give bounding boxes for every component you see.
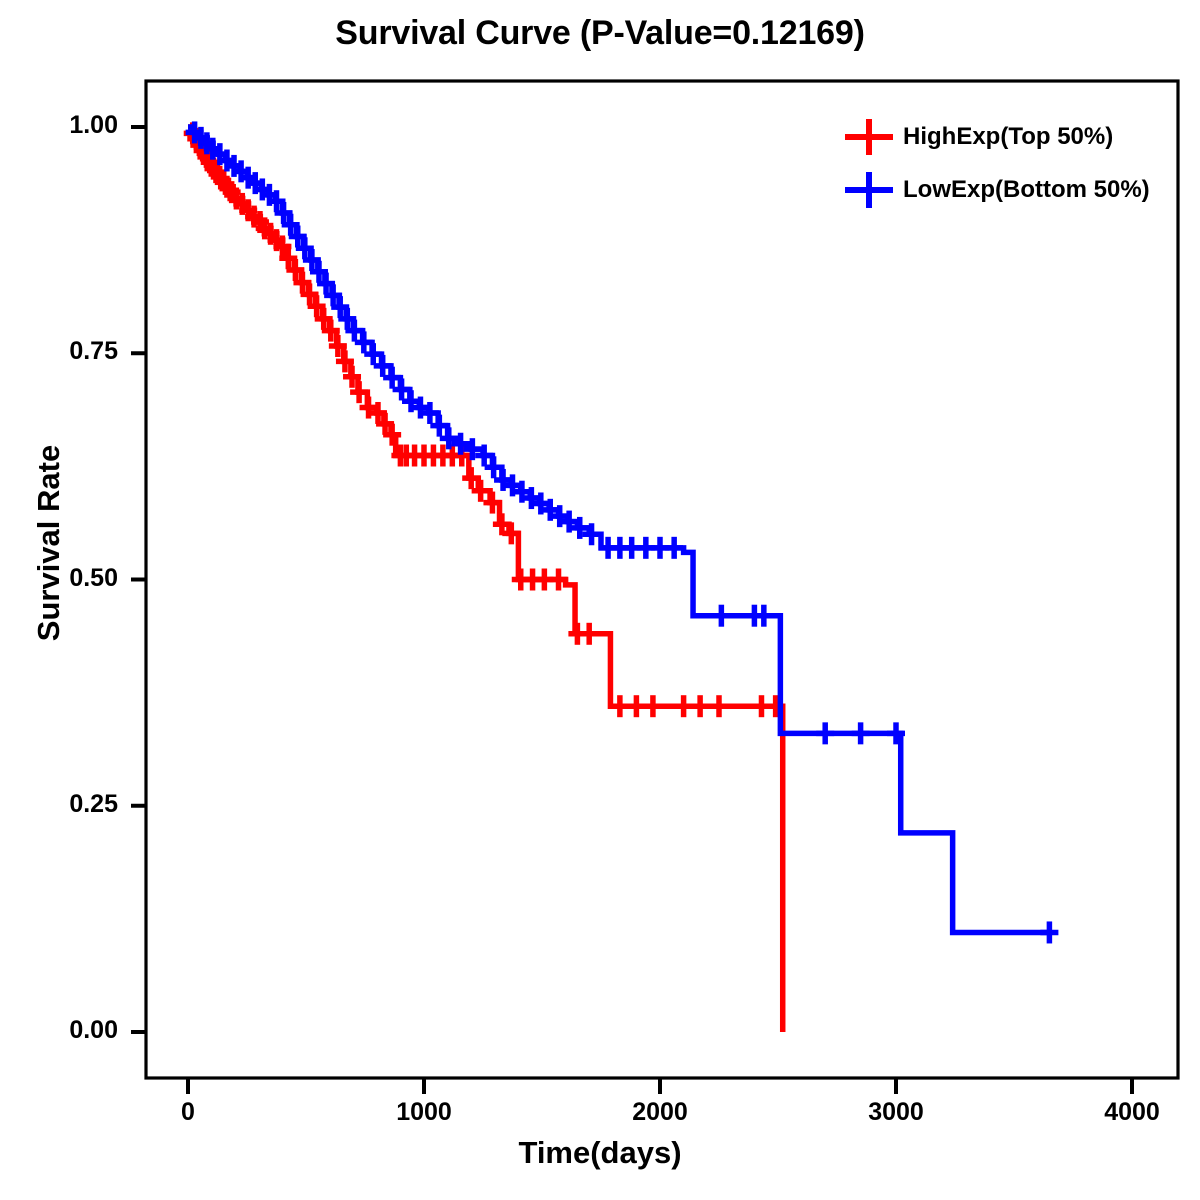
- x-tick-label: 4000: [1104, 1098, 1160, 1126]
- y-axis-ticks: [131, 125, 146, 1034]
- y-tick-label: 0.00: [69, 1016, 118, 1044]
- survival-step-line: [188, 124, 1050, 936]
- y-tick-label: 0.75: [69, 337, 118, 366]
- y-tick-label: 0.50: [69, 563, 118, 592]
- data-series-group: [183, 121, 1059, 1032]
- x-tick-label: 0: [181, 1098, 195, 1126]
- x-tick-label: 3000: [868, 1098, 924, 1126]
- plot-frame: [144, 79, 1180, 1080]
- x-axis-ticks: [186, 1078, 1134, 1094]
- x-axis-label: Time(days): [518, 1135, 682, 1170]
- x-tick-label: 1000: [396, 1098, 452, 1126]
- series-lowexp: [185, 121, 1059, 944]
- plot-border: [144, 79, 1180, 1080]
- x-tick-label: 2000: [632, 1098, 688, 1126]
- legend-label-highexp[interactable]: HighExp(Top 50%): [903, 123, 1114, 150]
- y-tick-label: 0.25: [69, 789, 118, 818]
- y-tick-label: 1.00: [69, 111, 118, 139]
- page-title: Survival Curve (P-Value=0.12169): [335, 14, 865, 52]
- legend-markers: [845, 119, 893, 208]
- legend-label-lowexp[interactable]: LowExp(Bottom 50%): [903, 176, 1150, 203]
